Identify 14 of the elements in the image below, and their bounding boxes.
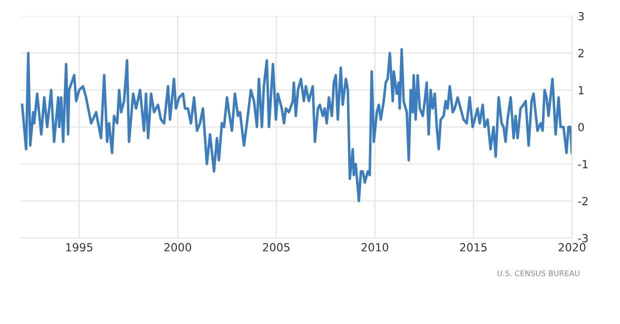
y-tick-label: 3 xyxy=(578,12,584,20)
x-tick-label: 2005 xyxy=(262,243,290,252)
y-tick-label: 1 xyxy=(578,86,584,94)
y-tick-label: 0 xyxy=(578,122,584,132)
y-tick-label: -3 xyxy=(578,234,588,242)
y-tick-label: -2 xyxy=(578,196,588,206)
x-tick-label: 1995 xyxy=(66,243,92,252)
line-series xyxy=(20,48,572,202)
y-tick-label: -1 xyxy=(578,160,588,168)
x-tick-label: 2015 xyxy=(460,243,487,252)
x-tick-label: 2020 xyxy=(558,243,586,252)
x-tick-label: 2010 xyxy=(362,243,388,252)
y-tick-label: 2 xyxy=(578,48,584,58)
x-tick-label: 2000 xyxy=(164,243,192,252)
